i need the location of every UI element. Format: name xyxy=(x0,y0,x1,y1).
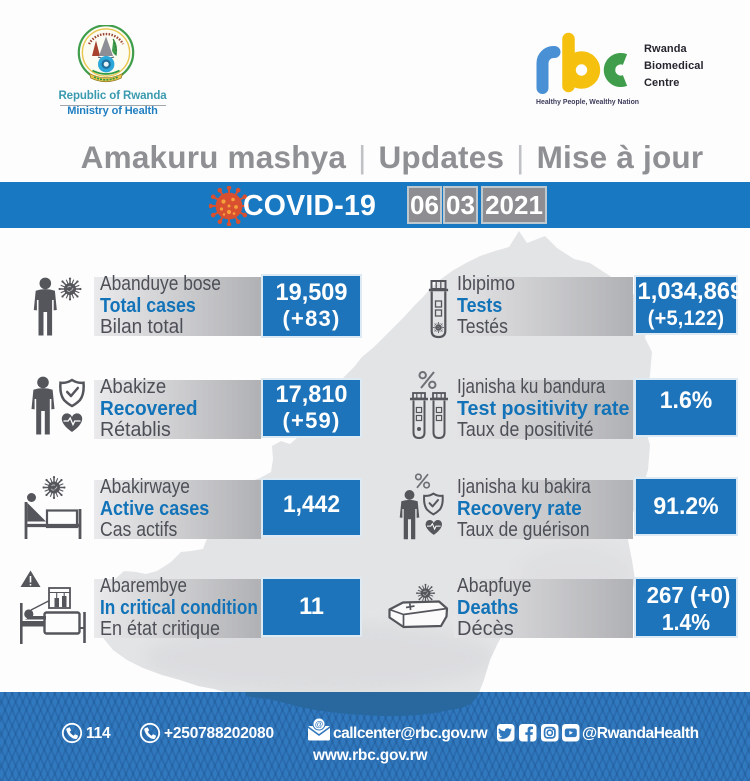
svg-text:@: @ xyxy=(315,719,323,729)
